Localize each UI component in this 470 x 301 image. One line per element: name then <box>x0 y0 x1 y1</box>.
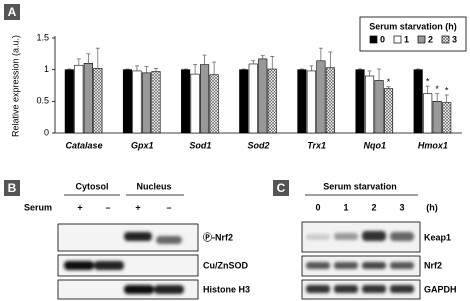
panel-label: B <box>8 181 17 195</box>
significance-label: * <box>426 77 430 87</box>
bar <box>374 80 384 134</box>
bar <box>190 73 200 134</box>
bar <box>181 69 191 134</box>
legend-label: 3 <box>452 34 457 44</box>
bar-chart: Relative expression (a.u.) Serum starvat… <box>10 16 467 150</box>
legend-swatch <box>417 35 426 44</box>
lane-label: + <box>135 202 140 212</box>
bar <box>93 68 103 134</box>
lane-label: 0 <box>315 202 320 212</box>
panel-label-box <box>4 180 20 196</box>
legend-label: 0 <box>380 34 385 44</box>
legend-box <box>359 16 467 52</box>
significance-label: * <box>435 84 439 94</box>
x-tick-label: Nqo1 <box>364 140 387 150</box>
column-header: Nucleus <box>136 181 171 191</box>
x-tick-label: Gpx1 <box>131 140 154 150</box>
bar <box>432 101 442 134</box>
bar <box>83 63 93 134</box>
bar <box>74 64 84 134</box>
legend-swatch <box>393 35 402 44</box>
panel-label: C <box>277 181 286 195</box>
legend-title: Serum starvation (h) <box>369 21 457 31</box>
blot-c: Serum starvation 0 1 2 3 (h) Keap1 Nrf2 … <box>301 181 457 300</box>
panel-label-box <box>4 4 20 20</box>
significance-label: * <box>445 85 449 95</box>
bar <box>248 63 258 134</box>
y-axis-label: Relative expression (a.u.) <box>10 35 20 137</box>
bar <box>297 69 307 134</box>
bar <box>239 69 249 134</box>
lane-label: 1 <box>343 202 348 212</box>
row-label: Keap1 <box>424 232 451 242</box>
row-label: Cu/ZnSOD <box>203 260 248 270</box>
y-tick-label: 1 <box>44 64 49 74</box>
panel-label: A <box>8 5 17 19</box>
bar <box>355 69 365 134</box>
lane-label: – <box>166 202 171 212</box>
legend-swatch <box>441 35 450 44</box>
bar <box>267 68 277 134</box>
bar <box>132 70 142 134</box>
row-label: Ⓟ-Nrf2 <box>203 231 233 242</box>
bar <box>151 71 161 134</box>
x-tick-label: Trx1 <box>307 140 326 150</box>
bar <box>325 67 335 134</box>
row-label: Nrf2 <box>424 260 442 270</box>
bar <box>306 70 316 134</box>
legend-swatch <box>369 35 378 44</box>
bar <box>200 64 210 134</box>
unit-label: (h) <box>426 202 438 212</box>
bar <box>258 58 268 134</box>
x-tick-label: Sod2 <box>247 140 269 150</box>
bar <box>383 88 394 134</box>
bar <box>122 69 133 134</box>
lane-label: – <box>105 202 110 212</box>
significance-label: * <box>387 77 391 87</box>
blot-title: Serum starvation <box>323 181 397 191</box>
column-header: Cytosol <box>75 181 108 191</box>
row-label: Histone H3 <box>203 284 250 294</box>
lane-label: 3 <box>399 202 404 212</box>
bar <box>423 93 433 134</box>
legend-label: 1 <box>404 34 409 44</box>
panel-label-box <box>273 180 289 196</box>
lane-label: 2 <box>371 202 376 212</box>
bar <box>413 69 423 134</box>
bar <box>209 74 219 134</box>
row-label: GAPDH <box>424 284 457 294</box>
y-tick-label: 0.5 <box>36 96 49 106</box>
y-tick-label: 0 <box>44 127 49 137</box>
sample-label: Serum <box>24 202 52 212</box>
legend-label: 2 <box>428 34 433 44</box>
bar <box>64 69 74 134</box>
lane-label: + <box>77 202 82 212</box>
bar <box>442 102 452 134</box>
x-tick-label: Hmox1 <box>418 140 448 150</box>
bar <box>141 72 152 134</box>
bar <box>364 75 375 134</box>
bar <box>316 60 326 134</box>
y-tick-label: 1.5 <box>36 32 49 42</box>
blot-b: Cytosol Nucleus Serum + – + – Ⓟ-Nrf2 Cu/… <box>24 181 250 300</box>
x-tick-label: Sod1 <box>189 140 211 150</box>
x-tick-label: Catalase <box>66 140 103 150</box>
